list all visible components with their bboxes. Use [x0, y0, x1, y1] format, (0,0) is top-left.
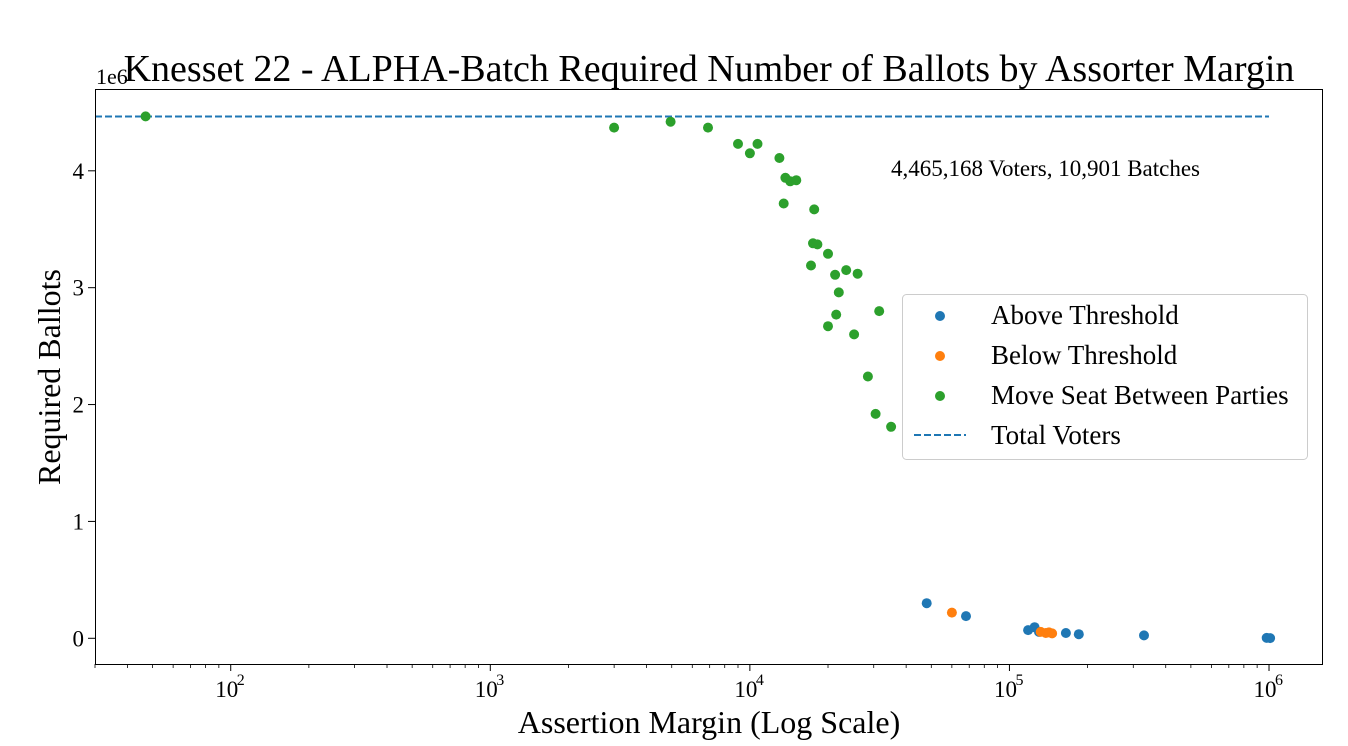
point-series-0-1	[961, 611, 971, 622]
x-tick-label-1: 10	[475, 677, 498, 702]
point-series-2-11	[791, 175, 802, 186]
x-tick-exponent-4: 6	[1275, 672, 1283, 689]
point-series-2-6	[752, 138, 763, 149]
y-tick-label-0: 0	[73, 626, 85, 651]
legend-marker-above-threshold	[935, 311, 945, 321]
point-series-2-3	[703, 122, 713, 133]
legend-label-below-threshold: Below Threshold	[991, 340, 1178, 370]
point-series-2-4	[733, 138, 743, 149]
point-series-2-12	[806, 260, 816, 271]
point-series-2-27	[886, 421, 897, 432]
point-series-2-23	[852, 268, 863, 279]
y-tick-label-2: 2	[73, 393, 85, 418]
legend-label-above-threshold: Above Threshold	[991, 300, 1179, 330]
point-series-2-5	[744, 148, 755, 159]
point-series-0-6	[1073, 629, 1084, 640]
legend: Above Threshold Below Threshold Move Sea…	[902, 294, 1308, 460]
point-series-2-22	[849, 329, 860, 340]
point-series-2-7	[774, 153, 785, 163]
point-series-2-1	[609, 122, 620, 133]
x-axis-label: Assertion Margin (Log Scale)	[518, 704, 900, 740]
annotation-text: 4,465,168 Voters, 10,901 Batches	[891, 156, 1200, 181]
point-series-2-2	[665, 116, 676, 127]
y-axis-label: Required Ballots	[31, 269, 67, 485]
x-tick-exponent-1: 3	[496, 672, 504, 689]
legend-marker-below-threshold	[935, 351, 945, 361]
plot-frame	[95, 89, 1323, 665]
point-series-2-24	[862, 371, 873, 382]
legend-frame	[902, 294, 1308, 460]
plot-area	[95, 111, 1276, 644]
chart-title: Knesset 22 - ALPHA-Batch Required Number…	[124, 48, 1295, 90]
x-tick-exponent-3: 5	[1015, 672, 1023, 689]
point-series-1-0	[946, 607, 957, 618]
point-series-2-25	[870, 408, 881, 419]
point-series-2-16	[823, 248, 833, 259]
point-series-0-9	[1265, 633, 1276, 644]
point-series-2-15	[812, 239, 823, 250]
point-series-2-20	[833, 287, 844, 298]
point-series-0-0	[921, 598, 932, 609]
point-series-2-14	[809, 204, 820, 215]
x-tick-label-2: 10	[734, 677, 757, 702]
y-offset-label: 1e6	[96, 64, 128, 89]
y-tick-label-3: 3	[73, 276, 85, 301]
x-tick-label-4: 10	[1254, 677, 1277, 702]
point-series-2-21	[841, 265, 852, 276]
x-tick-exponent-0: 2	[237, 672, 245, 689]
point-series-2-26	[874, 306, 885, 317]
point-series-1-4	[1047, 628, 1058, 639]
x-tick-label-0: 10	[215, 677, 238, 702]
point-series-2-19	[831, 309, 842, 320]
x-tick-exponent-2: 4	[756, 672, 764, 689]
point-series-2-8	[778, 198, 789, 209]
point-series-2-0	[140, 111, 151, 122]
y-tick-label-4: 4	[73, 159, 85, 184]
x-tick-label-3: 10	[994, 677, 1017, 702]
legend-marker-move-seat	[935, 391, 945, 401]
legend-label-move-seat: Move Seat Between Parties	[991, 380, 1289, 410]
y-tick-label-1: 1	[73, 509, 85, 534]
point-series-0-7	[1139, 630, 1149, 641]
point-series-2-17	[823, 321, 833, 332]
point-series-2-18	[830, 269, 841, 280]
point-series-0-5	[1060, 628, 1071, 638]
legend-label-total-voters: Total Voters	[991, 420, 1121, 450]
